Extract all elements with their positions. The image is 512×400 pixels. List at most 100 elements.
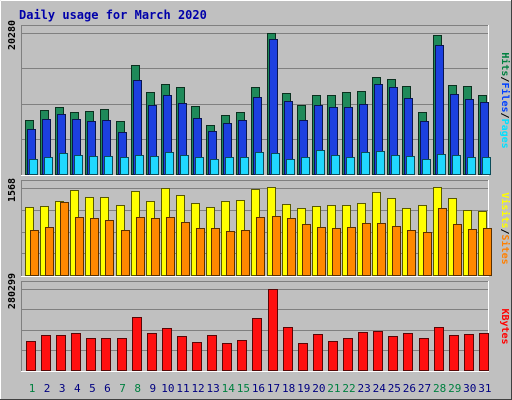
bar-sites-day-17 xyxy=(272,216,281,276)
bar-pages-day-10 xyxy=(165,152,174,175)
bar-pages-day-1 xyxy=(29,159,38,175)
bar-sites-day-20 xyxy=(317,227,326,276)
bar-sites-day-6 xyxy=(105,220,114,276)
bar-pages-day-3 xyxy=(59,153,68,175)
bar-pages-day-2 xyxy=(44,157,53,175)
bar-kbytes-day-7 xyxy=(117,338,127,371)
bar-sites-day-8 xyxy=(136,217,145,276)
bar-sites-day-16 xyxy=(256,217,265,276)
x-tick-label: 19 xyxy=(297,382,310,395)
bar-kbytes-day-13 xyxy=(207,335,217,371)
x-tick-label: 27 xyxy=(418,382,431,395)
bar-sites-day-14 xyxy=(226,231,235,276)
bar-sites-day-28 xyxy=(438,208,447,276)
bar-sites-day-2 xyxy=(45,227,54,276)
bar-kbytes-day-20 xyxy=(313,334,323,371)
x-tick-label: 18 xyxy=(282,382,295,395)
bar-sites-day-25 xyxy=(392,226,401,276)
chart-panels: 20280Hits/Files/Pages1568Visits/Sites280… xyxy=(7,20,511,372)
bar-sites-day-31 xyxy=(483,228,492,276)
bar-pages-day-19 xyxy=(301,157,310,175)
legend-item-pages: Pages xyxy=(499,119,510,149)
bar-sites-day-7 xyxy=(121,230,130,276)
bar-sites-day-1 xyxy=(30,230,39,276)
bar-pages-day-7 xyxy=(120,157,129,175)
x-tick-label: 13 xyxy=(207,382,220,395)
panel-max-label: 1568 xyxy=(7,178,18,202)
x-tick-label: 5 xyxy=(89,382,96,395)
bar-kbytes-day-31 xyxy=(479,333,489,371)
x-tick-label: 1 xyxy=(29,382,36,395)
legend-separator: / xyxy=(499,113,510,119)
bar-sites-day-27 xyxy=(423,232,432,276)
bar-kbytes-day-26 xyxy=(403,333,413,371)
bar-kbytes-day-29 xyxy=(449,335,459,371)
x-tick-label: 29 xyxy=(448,382,461,395)
panel-legend: Visits/Sites xyxy=(499,192,511,264)
bar-pages-day-14 xyxy=(225,157,234,175)
x-tick-label: 30 xyxy=(463,382,476,395)
bar-kbytes-day-2 xyxy=(41,335,51,371)
bar-kbytes-day-12 xyxy=(192,342,202,371)
x-tick-label: 21 xyxy=(327,382,340,395)
bar-kbytes-day-11 xyxy=(177,336,187,371)
bar-sites-day-18 xyxy=(287,218,296,276)
x-tick-label: 6 xyxy=(104,382,111,395)
bar-kbytes-day-24 xyxy=(373,331,383,371)
x-tick-label: 8 xyxy=(134,382,141,395)
x-tick-label: 28 xyxy=(433,382,446,395)
bar-pages-day-8 xyxy=(135,155,144,175)
bar-kbytes-day-23 xyxy=(358,332,368,371)
legend-separator: / xyxy=(499,76,510,82)
bar-pages-day-26 xyxy=(406,156,415,175)
legend-separator: / xyxy=(499,228,510,234)
bar-sites-day-29 xyxy=(453,224,462,276)
x-tick-label: 11 xyxy=(176,382,189,395)
x-tick-label: 15 xyxy=(237,382,250,395)
bar-sites-day-19 xyxy=(302,224,311,276)
panel-visits: 1568 Visits/Sites xyxy=(7,178,511,277)
bar-kbytes-day-27 xyxy=(419,338,429,371)
panel-max-label: 20280 xyxy=(7,20,18,50)
bar-pages-day-16 xyxy=(255,152,264,175)
bar-kbytes-day-22 xyxy=(343,338,353,371)
legend-item-sites: Sites xyxy=(499,235,511,265)
bar-pages-day-25 xyxy=(391,155,400,175)
x-tick-label: 7 xyxy=(119,382,126,395)
bar-kbytes-day-16 xyxy=(252,318,262,371)
bar-kbytes-day-8 xyxy=(132,317,142,371)
bar-sites-day-23 xyxy=(362,223,371,276)
bar-kbytes-day-3 xyxy=(56,335,66,371)
x-tick-label: 31 xyxy=(478,382,491,395)
x-tick-label: 10 xyxy=(161,382,174,395)
bar-pages-day-4 xyxy=(74,155,83,175)
bar-pages-day-5 xyxy=(89,156,98,175)
bar-pages-day-28 xyxy=(437,154,446,175)
bar-kbytes-day-18 xyxy=(283,327,293,371)
bar-pages-day-27 xyxy=(422,159,431,175)
bar-sites-day-15 xyxy=(241,230,250,276)
bar-pages-day-17 xyxy=(271,153,280,175)
x-tick-label: 26 xyxy=(403,382,416,395)
bar-sites-day-26 xyxy=(407,230,416,276)
bar-kbytes-day-1 xyxy=(26,341,36,371)
bar-pages-day-6 xyxy=(104,156,113,175)
bar-kbytes-day-5 xyxy=(86,338,96,371)
x-axis-labels: 1 2 3 4 5 6 7 8 9 10 11 12 13 14 15 16 17 18 19 20 21 22 23 24 2… xyxy=(29,382,492,395)
bar-kbytes-day-28 xyxy=(434,327,444,371)
bar-kbytes-day-14 xyxy=(222,343,232,371)
bar-pages-day-24 xyxy=(376,151,385,175)
bar-sites-day-3 xyxy=(60,202,69,276)
bar-kbytes-day-25 xyxy=(388,336,398,371)
bar-pages-day-15 xyxy=(240,157,249,175)
bar-kbytes-day-21 xyxy=(328,341,338,371)
bar-pages-day-29 xyxy=(452,155,461,175)
x-tick-label: 14 xyxy=(222,382,236,395)
bar-pages-day-23 xyxy=(361,152,370,175)
bar-sites-day-21 xyxy=(332,228,341,276)
bar-kbytes-day-30 xyxy=(464,334,474,371)
x-tick-label: 2 xyxy=(44,382,51,395)
x-tick-label: 12 xyxy=(191,382,204,395)
bar-kbytes-day-15 xyxy=(237,340,247,371)
